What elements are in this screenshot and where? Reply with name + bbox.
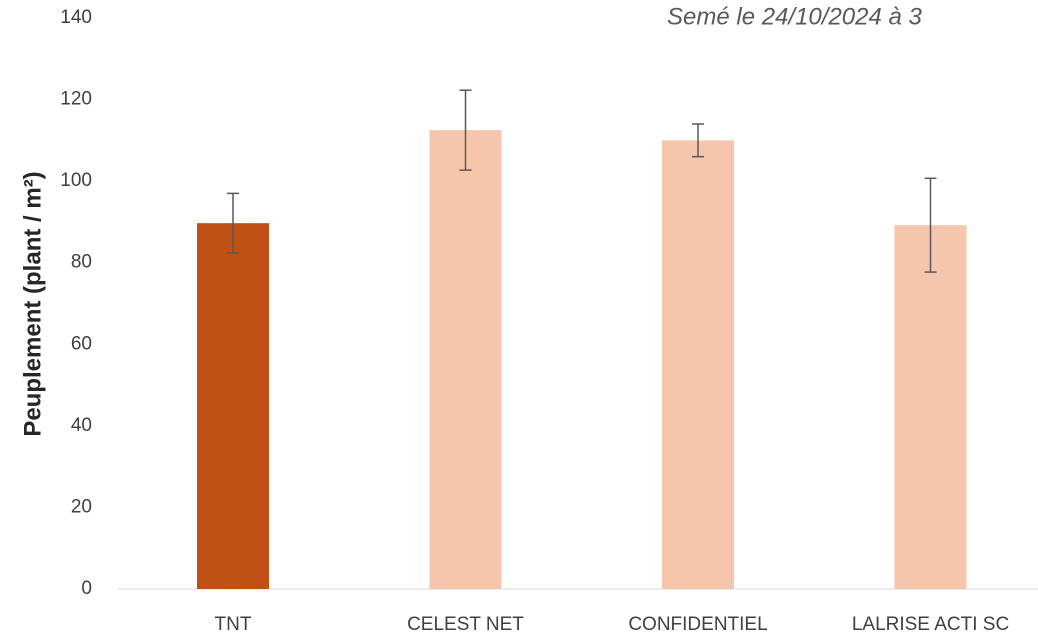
x-tick-label: CONFIDENTIEL bbox=[628, 614, 767, 635]
y-tick-label: 20 bbox=[71, 496, 92, 517]
error-bar bbox=[692, 123, 704, 158]
y-tick-label: 80 bbox=[71, 252, 92, 273]
bar bbox=[197, 223, 269, 589]
bar bbox=[662, 140, 734, 589]
x-tick-label: TNT bbox=[215, 614, 252, 635]
y-tick-label: 60 bbox=[71, 333, 92, 354]
y-tick-label: 120 bbox=[60, 89, 92, 110]
bar bbox=[429, 130, 502, 590]
y-tick-label: 0 bbox=[81, 578, 92, 599]
error-bar bbox=[227, 192, 239, 254]
bar bbox=[894, 225, 967, 590]
y-axis-label: Peuplement (plant / m²) bbox=[19, 171, 46, 436]
x-tick-label: LALRISE ACTI SC bbox=[852, 614, 1009, 635]
y-tick-label: 100 bbox=[60, 170, 92, 191]
error-bar bbox=[924, 177, 937, 273]
error-bar bbox=[459, 89, 472, 171]
chart-title: Semé le 24/10/2024 à 3 bbox=[667, 3, 923, 30]
y-tick-label: 40 bbox=[71, 415, 92, 436]
x-tick-label: CELEST NET bbox=[407, 614, 524, 635]
y-tick-label: 140 bbox=[60, 7, 92, 28]
